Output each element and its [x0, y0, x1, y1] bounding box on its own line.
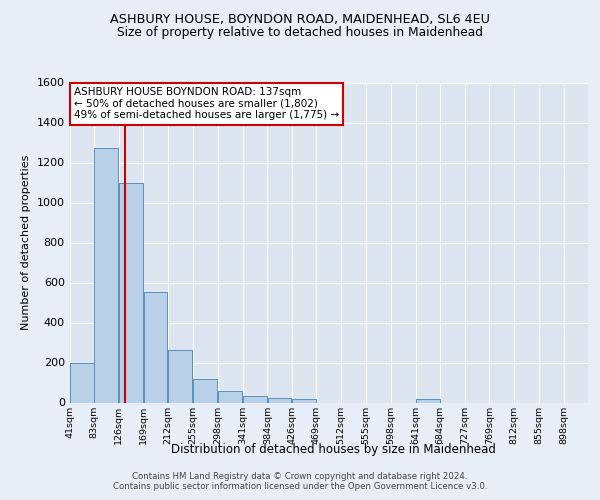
Bar	[218, 390, 242, 402]
Text: Contains HM Land Registry data © Crown copyright and database right 2024.: Contains HM Land Registry data © Crown c…	[132, 472, 468, 481]
Bar	[119, 182, 143, 402]
Bar	[243, 396, 266, 402]
Text: ASHBURY HOUSE BOYNDON ROAD: 137sqm
← 50% of detached houses are smaller (1,802)
: ASHBURY HOUSE BOYNDON ROAD: 137sqm ← 50%…	[74, 88, 340, 120]
Bar	[193, 378, 217, 402]
Text: Size of property relative to detached houses in Maidenhead: Size of property relative to detached ho…	[117, 26, 483, 39]
Bar	[268, 398, 292, 402]
Text: Contains public sector information licensed under the Open Government Licence v3: Contains public sector information licen…	[113, 482, 487, 491]
Y-axis label: Number of detached properties: Number of detached properties	[21, 155, 31, 330]
Bar	[292, 399, 316, 402]
Bar	[169, 350, 192, 403]
Bar	[94, 148, 118, 402]
Bar	[416, 399, 440, 402]
Bar	[143, 292, 167, 403]
Text: Distribution of detached houses by size in Maidenhead: Distribution of detached houses by size …	[170, 442, 496, 456]
Bar	[70, 362, 94, 403]
Text: ASHBURY HOUSE, BOYNDON ROAD, MAIDENHEAD, SL6 4EU: ASHBURY HOUSE, BOYNDON ROAD, MAIDENHEAD,…	[110, 12, 490, 26]
